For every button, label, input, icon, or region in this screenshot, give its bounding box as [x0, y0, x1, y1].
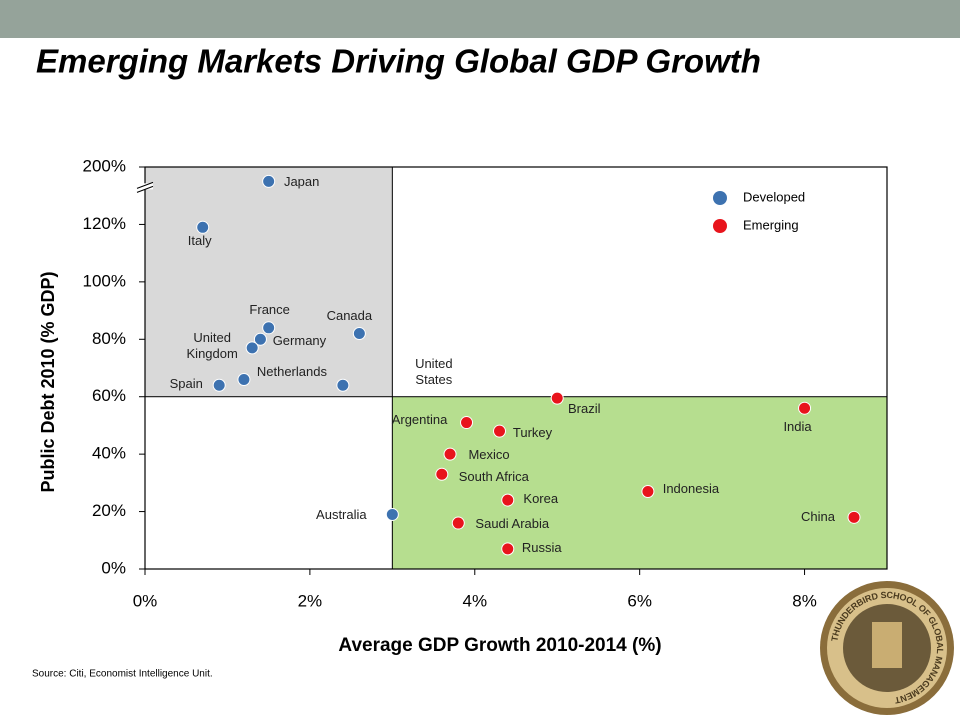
x-tick-label: 2%: [298, 591, 323, 610]
y-tick-label: 40%: [92, 444, 126, 463]
data-point: [237, 372, 251, 386]
point-label: Saudi Arabia: [475, 516, 550, 532]
point-label: Indonesia: [662, 481, 720, 497]
quadrant-region: [391, 396, 888, 570]
point-label: India: [783, 419, 812, 435]
point-label: Japan: [283, 174, 320, 190]
point-label: Canada: [326, 307, 373, 323]
data-point: [798, 401, 812, 415]
axis-break: [136, 181, 154, 189]
data-point: [550, 391, 564, 405]
point-label: Germany: [272, 333, 327, 349]
y-tick-label: 60%: [92, 386, 126, 405]
slide-title: Emerging Markets Driving Global GDP Grow…: [36, 43, 761, 80]
point-label: Netherlands: [256, 364, 327, 380]
y-tick-label: 120%: [83, 214, 126, 233]
data-point: [443, 447, 457, 461]
point-label: Argentina: [391, 411, 448, 427]
point-label: France: [249, 301, 290, 317]
data-point: [385, 507, 399, 521]
y-tick-label: 0%: [101, 558, 126, 577]
data-point: [212, 378, 226, 392]
axis-break-gap: [137, 183, 153, 190]
seal: THUNDERBIRD SCHOOL OF GLOBAL MANAGEMENT: [820, 581, 954, 715]
point-label: Brazil: [567, 401, 601, 417]
data-point: [641, 484, 655, 498]
point-label: Italy: [187, 233, 212, 249]
y-tick-label: 20%: [92, 501, 126, 520]
quadrant-region: [144, 166, 393, 398]
source-note: Source: Citi, Economist Intelligence Uni…: [32, 669, 213, 680]
data-point: [435, 467, 449, 481]
legend-label: Developed: [743, 189, 805, 204]
point-label: South Africa: [458, 469, 529, 485]
x-tick-label: 8%: [792, 591, 817, 610]
y-tick-label: 200%: [83, 156, 126, 175]
data-point: [847, 510, 861, 524]
data-point: [336, 378, 350, 392]
data-point: [493, 424, 507, 438]
data-point: [451, 516, 465, 530]
point-label: Turkey: [512, 425, 553, 441]
y-tick-label: 80%: [92, 329, 126, 348]
legend-marker: [713, 219, 727, 233]
legend-marker: [713, 191, 727, 205]
x-axis-label: Average GDP Growth 2010-2014 (%): [338, 635, 661, 656]
x-tick-label: 4%: [462, 591, 487, 610]
point-label: United Kingdom: [186, 329, 238, 361]
data-point: [352, 327, 366, 341]
seal-emblem: [872, 622, 902, 668]
x-tick-label: 0%: [133, 591, 158, 610]
point-label: United States: [415, 356, 453, 388]
data-point: [196, 220, 210, 234]
axis-break: [136, 185, 154, 193]
point-label: Russia: [521, 539, 562, 555]
y-tick-label: 100%: [83, 271, 126, 290]
data-point: [262, 174, 276, 188]
point-label: Australia: [316, 507, 367, 523]
point-label: Spain: [169, 376, 203, 392]
x-tick-label: 6%: [627, 591, 652, 610]
legend-label: Emerging: [743, 217, 799, 232]
data-point: [262, 321, 276, 335]
point-label: China: [801, 509, 835, 525]
header-bar: [0, 0, 960, 38]
data-point: [460, 416, 474, 430]
y-axis-label: Public Debt 2010 (% GDP): [38, 271, 58, 492]
point-label: Mexico: [468, 447, 510, 463]
plot-border: [144, 166, 888, 570]
data-point: [245, 341, 259, 355]
data-point: [253, 332, 267, 346]
point-label: Korea: [523, 491, 559, 507]
data-point: [501, 493, 515, 507]
data-point: [501, 542, 515, 556]
